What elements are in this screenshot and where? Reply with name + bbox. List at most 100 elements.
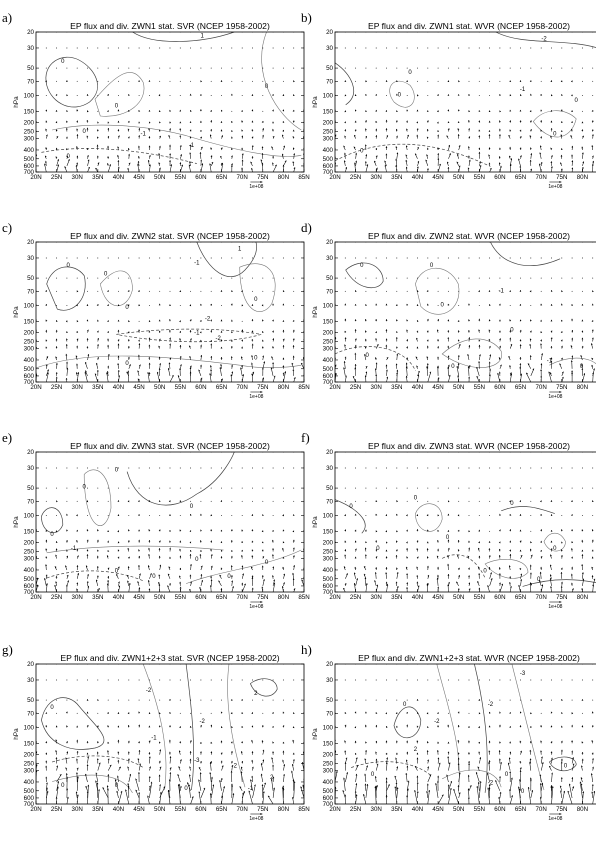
flux-vector-head: [138, 364, 141, 367]
flux-vector-head: [261, 586, 264, 589]
x-tick-label: 25N: [350, 384, 361, 391]
flux-vector-head: [189, 129, 192, 132]
flux-vector-head: [77, 573, 79, 575]
flux-vector-head: [148, 725, 151, 728]
y-tick-label: 600: [323, 163, 334, 170]
flux-vector-head: [282, 741, 285, 744]
flux-vector-head: [200, 761, 202, 763]
flux-vector-head: [251, 712, 253, 714]
flux-vector-head: [66, 574, 69, 577]
y-tick-label: 700: [24, 801, 35, 808]
flux-vector-head: [365, 330, 367, 333]
flux-vector: [45, 514, 47, 516]
flux-vector-head: [55, 750, 58, 752]
flux-vector-head: [457, 128, 460, 131]
flux-vector-head: [581, 146, 584, 149]
flux-vector-head: [550, 319, 553, 322]
flux-vector-head: [262, 791, 265, 794]
flux-vector-head: [592, 372, 594, 375]
flux-vector-head: [467, 555, 470, 558]
flux-vector-head: [437, 319, 439, 321]
flux-vector-head: [76, 582, 79, 585]
flux-vector-head: [66, 584, 68, 587]
flux-vector-head: [344, 318, 347, 321]
flux-vector: [478, 47, 480, 49]
flux-vector: [241, 771, 243, 783]
flux-vector-head: [292, 129, 295, 132]
x-tick-label: 65N: [515, 594, 526, 601]
flux-vector-head: [97, 529, 99, 531]
flux-vector-head: [283, 573, 285, 576]
flux-vector-head: [96, 782, 99, 785]
flux-vector: [386, 500, 387, 502]
flux-vector-head: [301, 579, 304, 582]
flux-vector: [200, 699, 202, 701]
flux-vector: [179, 487, 181, 489]
flux-vector-head: [292, 726, 295, 729]
flux-vector-head: [137, 370, 140, 373]
contour-label: 0: [441, 302, 445, 308]
flux-vector-head: [592, 584, 595, 587]
contour-line: [126, 452, 235, 506]
contour-label: 0: [575, 98, 579, 104]
flux-vector: [530, 277, 532, 279]
flux-vector: [509, 67, 511, 69]
y-tick-label: 70: [27, 710, 34, 717]
flux-vector: [87, 514, 88, 516]
panel-g: g)EP flux and div. ZWN1+2+3 stat. SVR (N…: [2, 642, 310, 822]
flux-vector-head: [489, 711, 491, 714]
flux-vector-head: [220, 147, 223, 150]
flux-vector-head: [591, 711, 594, 714]
flux-vector-head: [54, 585, 57, 587]
x-tick-label: 30N: [371, 384, 382, 391]
flux-vector: [581, 487, 583, 489]
flux-vector: [200, 500, 202, 502]
flux-vector-head: [560, 572, 563, 574]
flux-vector-head: [344, 540, 347, 543]
y-tick-label: 70: [27, 498, 34, 505]
flux-vector: [231, 487, 233, 489]
flux-vector-head: [169, 329, 171, 332]
flux-vector-head: [263, 579, 265, 581]
flux-vector: [97, 514, 99, 516]
panel-letter: a): [2, 10, 12, 25]
flux-vector-head: [179, 741, 182, 743]
flux-vector-head: [570, 514, 573, 516]
panel-title: EP flux and div. ZWN1+2+3 stat. WVR (NCE…: [358, 653, 580, 663]
flux-vector-head: [272, 303, 274, 306]
flux-vector: [561, 487, 563, 489]
flux-vector-head: [344, 80, 347, 82]
flux-vector-head: [406, 80, 408, 82]
contour-label: 0: [67, 263, 71, 269]
flux-vector-head: [581, 699, 584, 701]
flux-vector-head: [180, 154, 182, 157]
flux-vector-head: [447, 563, 450, 566]
x-tick-label: 45N: [432, 594, 443, 601]
flux-vector: [210, 500, 212, 502]
flux-vector-head: [76, 120, 79, 123]
flux-vector-head: [138, 329, 140, 332]
flux-vector-head: [218, 580, 221, 583]
flux-vector-head: [252, 371, 254, 374]
flux-vector-head: [148, 136, 151, 138]
flux-vector: [231, 80, 233, 82]
flux-vector-head: [427, 303, 429, 306]
flux-vector-head: [64, 166, 67, 169]
flux-vector: [437, 487, 439, 489]
flux-vector: [45, 500, 47, 502]
flux-vector-head: [159, 145, 161, 148]
contour-line: [196, 242, 257, 277]
flux-vector: [592, 699, 594, 701]
flux-vector-head: [375, 338, 377, 340]
contour-line: [415, 268, 460, 315]
flux-vector-head: [127, 120, 130, 123]
flux-vector: [520, 679, 521, 681]
flux-vector-head: [417, 712, 419, 714]
flux-vector: [76, 776, 79, 791]
x-tick-label: 85N: [298, 174, 309, 181]
flux-vector-head: [509, 565, 511, 568]
flux-vector: [530, 67, 532, 69]
flux-vector-head: [591, 556, 594, 559]
flux-vector-head: [34, 788, 36, 790]
flux-vector-head: [344, 129, 347, 131]
